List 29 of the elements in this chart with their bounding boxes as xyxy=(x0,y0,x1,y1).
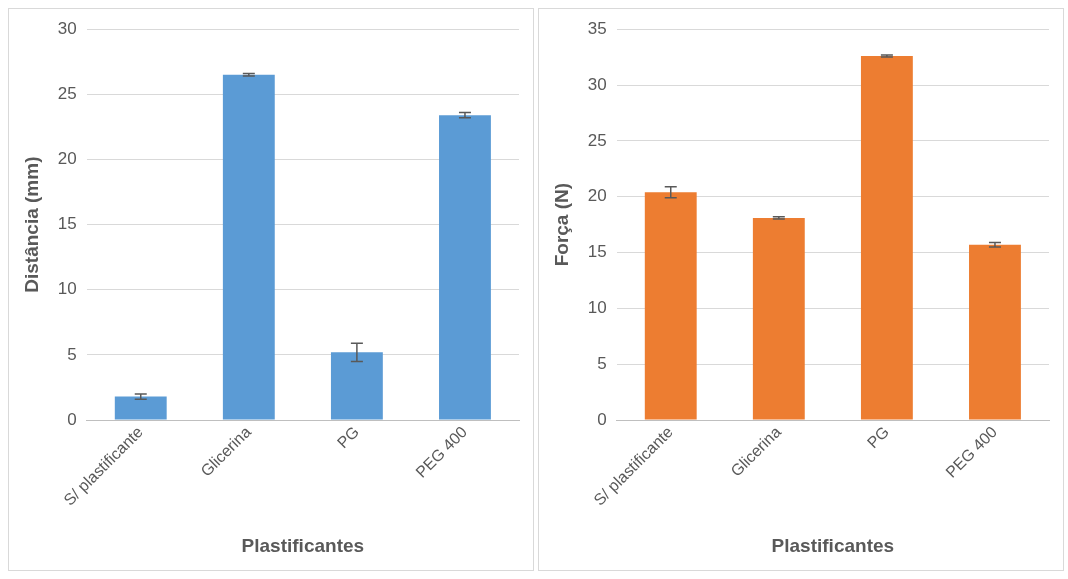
bar xyxy=(222,74,275,420)
bar xyxy=(860,56,913,420)
y-tick-label: 15 xyxy=(587,242,607,262)
y-tick-label: 15 xyxy=(57,214,77,234)
x-tick-label: PG xyxy=(333,423,363,452)
y-tick-label: 30 xyxy=(57,18,77,38)
y-axis-title: Força (N) xyxy=(550,182,572,267)
bar xyxy=(752,217,805,420)
bar xyxy=(439,115,491,420)
y-tick-label: 10 xyxy=(57,279,77,299)
x-axis-title: Plastificantes xyxy=(241,534,365,556)
y-tick-label: 5 xyxy=(67,344,77,364)
y-tick-label: 25 xyxy=(587,130,607,150)
x-tick-label: PG xyxy=(863,423,893,452)
y-tick-label: 35 xyxy=(587,18,607,38)
bar xyxy=(114,396,167,420)
y-tick-label: 20 xyxy=(57,149,77,169)
y-tick-label: 10 xyxy=(587,298,607,318)
y-tick-label: 0 xyxy=(67,409,77,429)
bar xyxy=(330,352,383,420)
y-tick-label: 0 xyxy=(597,409,607,429)
y-tick-label: 30 xyxy=(587,74,607,94)
bar xyxy=(969,244,1021,420)
x-axis-title: Plastificantes xyxy=(771,534,895,556)
y-tick-label: 20 xyxy=(587,186,607,206)
y-axis-title: Distância (mm) xyxy=(20,156,42,293)
bar xyxy=(644,192,697,420)
y-tick-label: 25 xyxy=(57,84,77,104)
y-tick-label: 5 xyxy=(597,353,607,373)
